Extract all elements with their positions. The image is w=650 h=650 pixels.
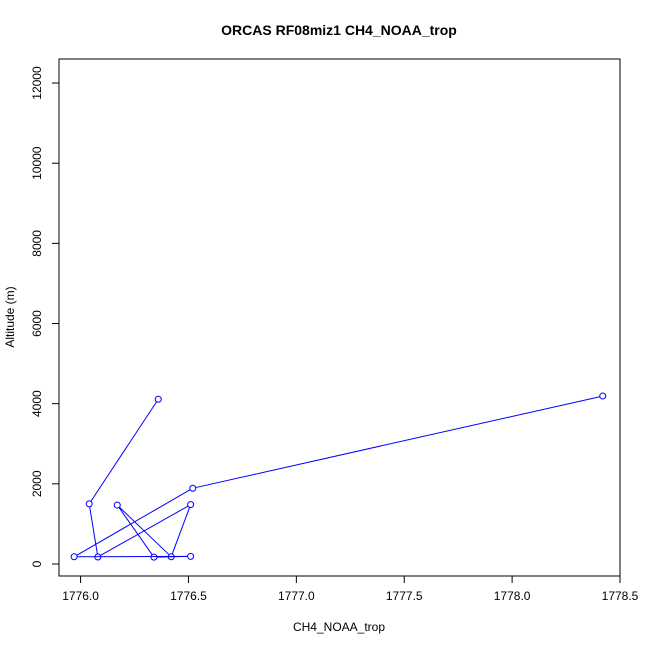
data-point	[154, 395, 162, 403]
series-segment	[76, 489, 191, 556]
x-tick-label: 1777.5	[386, 589, 423, 603]
data-point	[113, 501, 121, 509]
data-point	[189, 484, 197, 492]
y-tick-label: 4000	[30, 390, 44, 417]
data-point	[187, 552, 195, 560]
y-axis-label: Altitude (m)	[3, 286, 17, 347]
x-tick-label: 1778.0	[494, 589, 531, 603]
data-point	[187, 501, 195, 509]
data-point	[85, 500, 93, 508]
series-segment	[195, 396, 600, 489]
series-segment	[119, 506, 170, 556]
data-point	[599, 392, 607, 400]
y-tick-label: 8000	[30, 230, 44, 257]
series-segment	[171, 507, 191, 555]
data-point	[167, 553, 175, 561]
data-point	[94, 553, 102, 561]
y-tick-label: 10000	[30, 146, 44, 180]
x-tick-label: 1777.0	[278, 589, 315, 603]
y-tick-label: 12000	[30, 66, 44, 100]
series-segment	[118, 507, 153, 555]
series-layer	[70, 392, 607, 561]
y-axis: 0 2000 4000 6000 8000 10000 12000	[30, 66, 60, 567]
x-axis: 1776.0 1776.5 1777.0 1777.5 1778.0 1778.5	[62, 575, 639, 603]
y-tick-label: 0	[30, 560, 44, 567]
x-tick-label: 1776.5	[170, 589, 207, 603]
y-tick-label: 2000	[30, 470, 44, 497]
data-point	[70, 553, 78, 561]
chart-title: ORCAS RF08miz1 CH4_NOAA_trop	[221, 22, 457, 38]
series-segment	[90, 401, 158, 502]
x-axis-label: CH4_NOAA_trop	[293, 620, 385, 634]
series-segment	[89, 506, 98, 555]
y-tick-label: 6000	[30, 310, 44, 337]
x-tick-label: 1778.5	[602, 589, 639, 603]
data-point	[150, 553, 158, 561]
x-tick-label: 1776.0	[62, 589, 99, 603]
